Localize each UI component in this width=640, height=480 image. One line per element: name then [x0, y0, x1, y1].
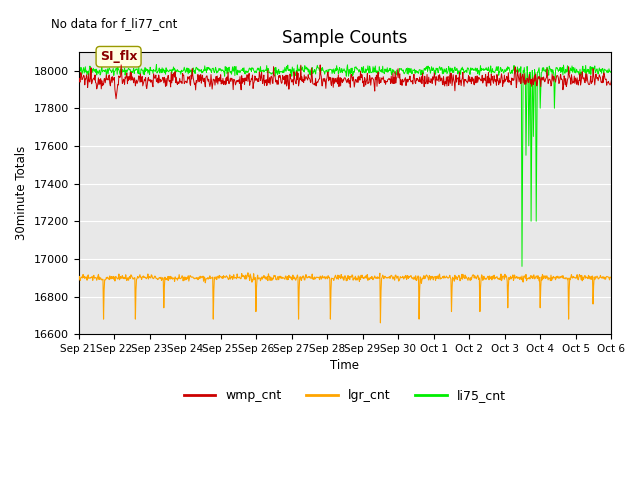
wmp_cnt	[466, 74, 474, 80]
Title: Sample Counts: Sample Counts	[282, 29, 408, 48]
li75_cnt	[518, 166, 526, 171]
wmp_cnt	[117, 62, 125, 68]
lgr_cnt	[529, 276, 536, 281]
wmp_cnt	[305, 75, 313, 81]
Line: li75_cnt: li75_cnt	[79, 65, 640, 266]
li75_cnt	[132, 66, 140, 72]
wmp_cnt	[529, 75, 536, 81]
li75_cnt	[325, 67, 333, 72]
lgr_cnt	[305, 274, 312, 279]
lgr_cnt	[75, 276, 83, 282]
li75_cnt	[152, 62, 160, 68]
wmp_cnt	[326, 77, 333, 83]
li75_cnt	[465, 68, 473, 73]
li75_cnt	[518, 264, 526, 269]
lgr_cnt	[376, 320, 384, 326]
lgr_cnt	[132, 276, 140, 282]
li75_cnt	[529, 74, 536, 80]
lgr_cnt	[325, 274, 333, 280]
wmp_cnt	[112, 96, 120, 102]
Legend: wmp_cnt, lgr_cnt, li75_cnt: wmp_cnt, lgr_cnt, li75_cnt	[179, 384, 511, 407]
lgr_cnt	[518, 276, 526, 282]
Text: SI_flx: SI_flx	[100, 50, 138, 63]
Line: wmp_cnt: wmp_cnt	[79, 65, 640, 99]
wmp_cnt	[134, 79, 141, 84]
Text: No data for f_li77_cnt: No data for f_li77_cnt	[51, 17, 177, 30]
lgr_cnt	[244, 270, 252, 276]
li75_cnt	[305, 66, 312, 72]
Y-axis label: 30minute Totals: 30minute Totals	[15, 146, 28, 240]
li75_cnt	[75, 69, 83, 75]
Line: lgr_cnt: lgr_cnt	[79, 273, 640, 323]
X-axis label: Time: Time	[330, 360, 359, 372]
wmp_cnt	[75, 78, 83, 84]
wmp_cnt	[518, 72, 526, 77]
lgr_cnt	[466, 276, 474, 282]
